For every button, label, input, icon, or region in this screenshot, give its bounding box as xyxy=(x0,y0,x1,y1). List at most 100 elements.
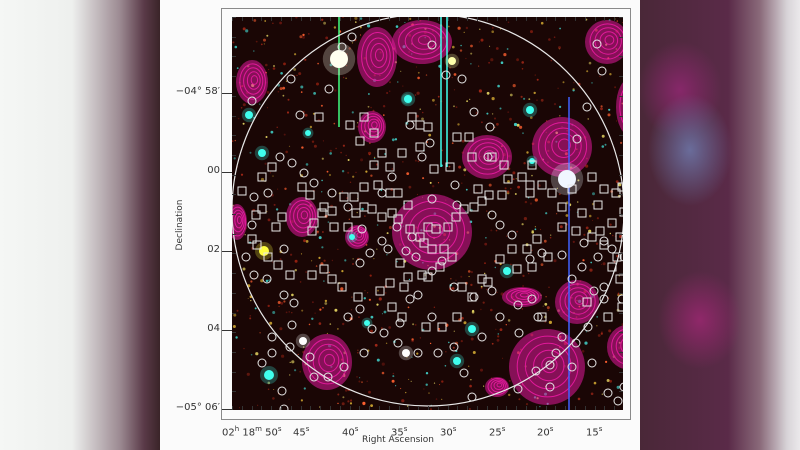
tick-mark xyxy=(232,371,236,373)
background-source xyxy=(382,105,386,108)
background-source xyxy=(545,296,547,298)
background-source xyxy=(364,215,366,217)
circle-marker xyxy=(355,258,365,268)
background-source xyxy=(344,389,348,392)
background-source xyxy=(391,379,395,383)
background-source xyxy=(364,290,366,292)
background-source xyxy=(327,221,330,223)
radio-contour-fill xyxy=(607,325,623,369)
square-marker xyxy=(437,322,447,332)
background-source xyxy=(497,333,500,335)
background-source xyxy=(313,144,317,148)
tick-mark xyxy=(565,17,567,21)
star xyxy=(503,267,511,275)
background-source xyxy=(300,91,303,93)
background-source xyxy=(279,327,283,331)
tick-mark xyxy=(232,154,236,156)
background-source xyxy=(269,172,272,174)
background-source xyxy=(530,116,533,119)
background-source xyxy=(356,125,359,128)
background-source xyxy=(521,308,524,310)
radio-contour-line xyxy=(516,335,579,398)
square-marker xyxy=(525,188,535,198)
circle-marker xyxy=(507,230,517,240)
circle-marker xyxy=(441,70,451,80)
tick-mark xyxy=(437,17,439,21)
background-source xyxy=(559,27,561,30)
background-source xyxy=(488,61,490,64)
square-marker xyxy=(319,264,329,274)
circle-marker xyxy=(572,134,582,144)
tick-mark xyxy=(604,17,606,21)
background-source xyxy=(233,313,237,317)
star xyxy=(526,106,534,114)
background-source xyxy=(595,242,599,245)
background-source xyxy=(588,214,592,218)
background-source xyxy=(608,108,611,111)
square-marker xyxy=(587,172,597,182)
background-source xyxy=(609,223,612,226)
radio-contour-line xyxy=(367,118,380,133)
tick-mark xyxy=(232,273,236,275)
background-source xyxy=(279,87,283,91)
background-source xyxy=(425,372,429,375)
tick-mark xyxy=(619,253,623,255)
background-source xyxy=(253,213,255,215)
tick-mark xyxy=(619,371,623,373)
background-source xyxy=(439,384,441,386)
circle-marker xyxy=(241,252,251,262)
star xyxy=(258,149,266,157)
background-source xyxy=(468,275,470,278)
background-source xyxy=(352,258,354,260)
background-source xyxy=(329,149,332,152)
square-marker xyxy=(337,282,347,292)
square-marker xyxy=(617,182,623,192)
background-source xyxy=(278,305,280,308)
tick-mark xyxy=(339,406,341,410)
tick-mark xyxy=(594,17,596,21)
radio-contour-line xyxy=(365,37,391,75)
background-source xyxy=(377,289,379,292)
background-source xyxy=(381,327,383,329)
circle-marker xyxy=(593,252,603,262)
circle-marker xyxy=(487,286,497,296)
background-source xyxy=(425,383,428,386)
circle-marker xyxy=(405,120,415,130)
square-marker xyxy=(267,162,277,172)
background-source xyxy=(381,362,385,366)
radio-contour-line xyxy=(519,292,529,298)
square-marker xyxy=(377,148,387,158)
background-source xyxy=(499,328,503,331)
tick-mark xyxy=(477,406,478,410)
background-source xyxy=(314,312,316,314)
background-source xyxy=(428,133,432,137)
background-source xyxy=(435,104,437,106)
background-source xyxy=(367,292,369,294)
background-source xyxy=(618,275,620,277)
background-source xyxy=(322,307,324,309)
background-source xyxy=(376,358,380,362)
square-marker xyxy=(349,192,359,202)
background-source xyxy=(534,74,536,76)
square-marker xyxy=(397,312,407,322)
background-source xyxy=(486,91,490,95)
background-source xyxy=(395,385,397,387)
background-source xyxy=(544,321,546,323)
tick-mark xyxy=(428,17,429,21)
tick-mark xyxy=(310,406,312,410)
square-marker xyxy=(314,112,324,122)
tick-mark xyxy=(428,406,429,410)
background-source xyxy=(232,325,236,328)
radio-contour-line xyxy=(232,206,247,237)
tick-mark xyxy=(437,406,439,410)
tick-mark xyxy=(271,17,273,21)
background-source xyxy=(401,399,405,403)
circle-marker xyxy=(583,322,593,332)
square-marker xyxy=(429,164,439,174)
background-source xyxy=(370,329,373,333)
radio-contour-line xyxy=(493,381,505,390)
background-source xyxy=(269,321,273,325)
background-source xyxy=(368,298,371,301)
background-source xyxy=(294,259,298,263)
background-source xyxy=(302,346,305,348)
